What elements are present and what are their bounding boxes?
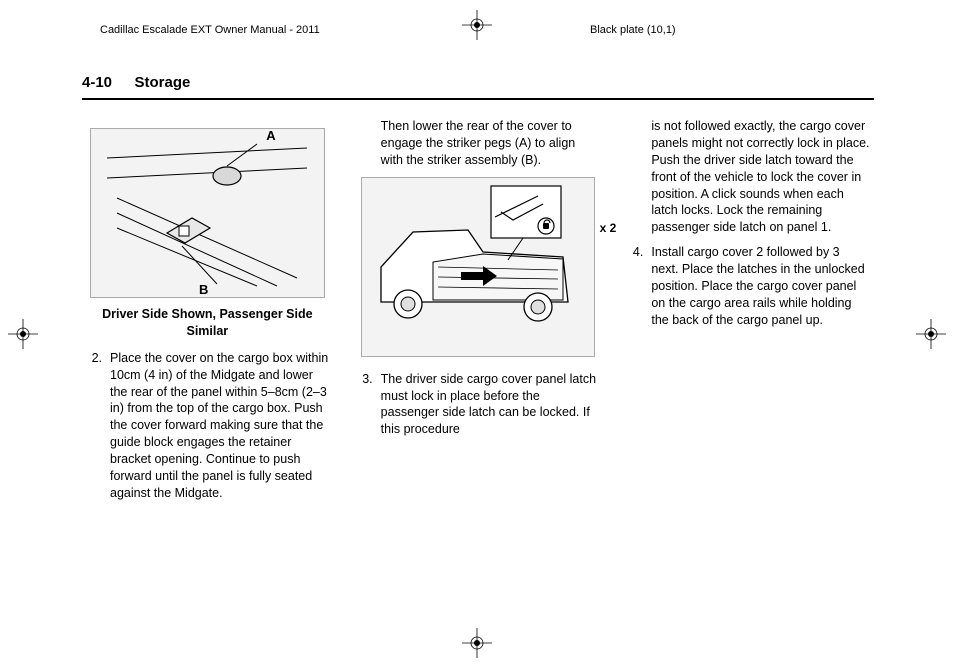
column-2: Then lower the rear of the cover to enga… [353, 118, 604, 628]
step-number: 3. [357, 371, 381, 439]
step-number: 4. [627, 244, 651, 328]
doc-title: Cadillac Escalade EXT Owner Manual - 201… [100, 24, 320, 36]
content-area: A B Driver Side Shown, Passenger Side Si… [82, 118, 874, 628]
step-2: 2. Place the cover on the cargo box with… [86, 350, 329, 502]
step-text: Install cargo cover 2 followed by 3 next… [651, 244, 870, 328]
section-title: Storage [134, 74, 190, 91]
figure-multiplier-label: x 2 [600, 220, 617, 236]
step-text: The driver side cargo cover panel latch … [381, 371, 600, 439]
crop-mark-bottom [462, 628, 492, 658]
document-meta-header: Cadillac Escalade EXT Owner Manual - 201… [0, 18, 954, 42]
crop-mark-right [916, 319, 946, 349]
column-1: A B Driver Side Shown, Passenger Side Si… [82, 118, 333, 628]
continuation-para-col3: is not followed exactly, the cargo cover… [651, 118, 870, 236]
step-4: 4. Install cargo cover 2 followed by 3 n… [627, 244, 870, 328]
figure-driver-side: A B [90, 128, 325, 298]
page-header: 4-10 Storage [82, 74, 874, 100]
figure-label-b: B [199, 281, 208, 299]
figure-caption: Driver Side Shown, Passenger Side Simila… [92, 306, 323, 340]
step-3: 3. The driver side cargo cover panel lat… [357, 371, 600, 439]
continuation-para: Then lower the rear of the cover to enga… [381, 118, 600, 169]
page-number: 4-10 [82, 74, 112, 91]
step-text: Place the cover on the cargo box within … [110, 350, 329, 502]
column-3: is not followed exactly, the cargo cover… [623, 118, 874, 628]
plate-info: Black plate (10,1) [590, 24, 676, 36]
figure-truck-latch: x 2 [361, 177, 596, 357]
figure-label-a: A [266, 127, 275, 145]
crop-mark-left [8, 319, 38, 349]
step-number: 2. [86, 350, 110, 502]
